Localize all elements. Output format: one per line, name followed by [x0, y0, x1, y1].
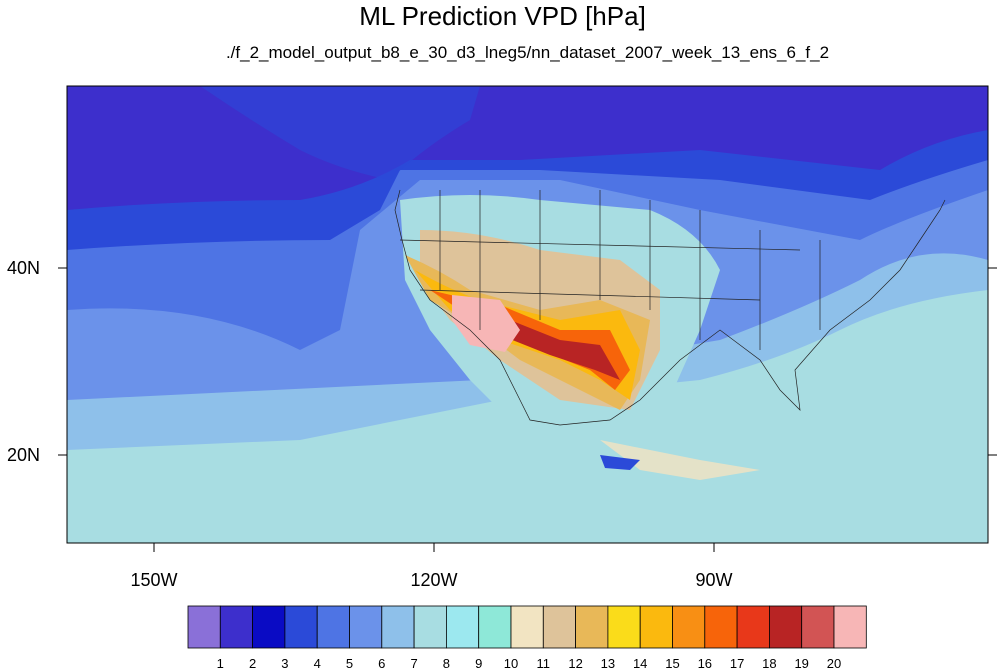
- colorbar-label: 1: [216, 656, 224, 671]
- colorbar-label: 15: [665, 656, 680, 671]
- lat-label-40n: 40N: [6, 258, 40, 278]
- colorbar-label: 12: [568, 656, 583, 671]
- colorbar-label: 18: [762, 656, 777, 671]
- colorbar-label: 13: [600, 656, 616, 671]
- colorbar-label: 20: [826, 656, 842, 671]
- colorbar-label: 7: [410, 656, 418, 671]
- colorbar-label: 6: [378, 656, 386, 671]
- colorbar-label: 19: [794, 656, 809, 671]
- colorbar-swatch: [413, 605, 447, 649]
- vpd-field: [67, 86, 988, 543]
- colorbar-label: 4: [313, 656, 321, 671]
- lon-label-150w: 150W: [130, 570, 178, 590]
- colorbar-label: 3: [281, 656, 289, 671]
- colorbar-swatch: [769, 605, 803, 649]
- map-subtitle: ./f_2_model_output_b8_e_30_d3_lneg5/nn_d…: [225, 43, 830, 62]
- colorbar-label: 8: [442, 656, 450, 671]
- colorbar-swatch: [542, 605, 576, 649]
- colorbar-swatch: [478, 605, 512, 649]
- colorbar-swatch: [833, 605, 867, 649]
- colorbar-swatch: [187, 605, 221, 649]
- colorbar: [187, 605, 867, 649]
- colorbar-label: 16: [697, 656, 713, 671]
- colorbar-swatch: [575, 605, 609, 649]
- colorbar-label: 10: [503, 656, 519, 671]
- colorbar-swatch: [607, 605, 641, 649]
- colorbar-label: 5: [345, 656, 354, 671]
- colorbar-swatch: [510, 605, 544, 649]
- colorbar-label: 14: [632, 656, 648, 671]
- axis-ticks: [58, 267, 997, 552]
- colorbar-swatch: [284, 605, 318, 649]
- map-title: ML Prediction VPD [hPa]: [359, 1, 646, 31]
- lat-label-20n: 20N: [6, 445, 40, 465]
- colorbar-label: 17: [729, 656, 745, 671]
- colorbar-label: 9: [475, 656, 483, 671]
- colorbar-swatch: [381, 605, 415, 649]
- colorbar-label: 2: [248, 656, 257, 671]
- colorbar-swatch: [445, 605, 480, 649]
- lon-label-90w: 90W: [695, 570, 733, 590]
- colorbar-swatch: [736, 605, 770, 649]
- colorbar-swatch: [219, 605, 254, 649]
- colorbar-swatch: [316, 605, 350, 649]
- boundary-lines: [394, 189, 946, 426]
- colorbar-swatch: [704, 605, 738, 649]
- colorbar-swatch: [672, 605, 706, 649]
- colorbar-label: 11: [536, 656, 551, 671]
- colorbar-swatch: [349, 605, 383, 649]
- colorbar-swatch: [639, 605, 673, 649]
- lon-label-120w: 120W: [410, 570, 458, 590]
- colorbar-swatch: [252, 605, 286, 649]
- map-frame: [66, 85, 989, 544]
- colorbar-swatch: [801, 605, 835, 649]
